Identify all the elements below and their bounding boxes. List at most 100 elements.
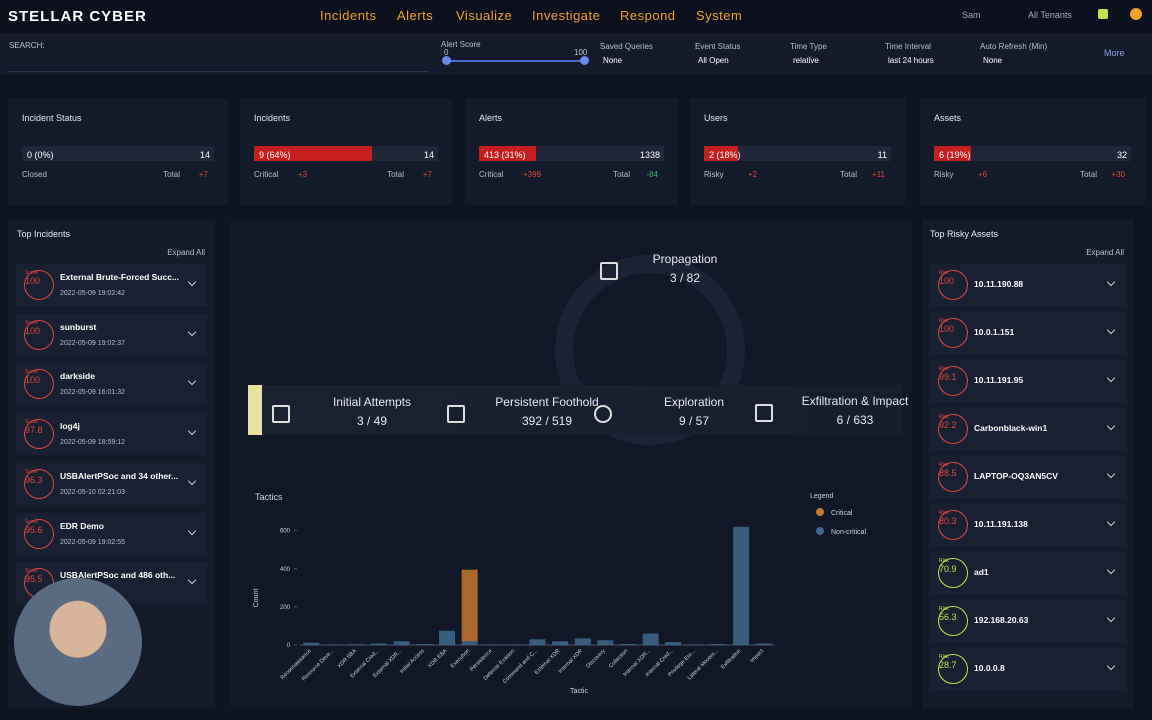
item-name: log4j [60, 421, 80, 432]
legend-label[interactable]: Non-critical [831, 529, 866, 536]
expand-chevron[interactable] [1106, 517, 1116, 527]
list-row[interactable]: 88.5 Risk LAPTOP-OQ3AN5CV [930, 456, 1126, 498]
top-assets-panel: Top Risky Assets Expand All 100 Risk 10.11… [922, 220, 1134, 708]
bar [619, 644, 636, 645]
total-value: 14 [423, 150, 434, 160]
bar [461, 569, 478, 642]
bar-fill [934, 146, 972, 161]
notify-icon[interactable] [1098, 9, 1108, 19]
stat-card: Users 2 (18%) 11 Risky +2 Total +11 [690, 98, 905, 205]
slider-handle[interactable] [580, 56, 589, 65]
nav-item[interactable]: Visualize [456, 8, 513, 23]
expand-chevron[interactable] [187, 426, 197, 436]
list-row[interactable]: 100 Score darkside 2022-05-09 16:01:32 [16, 363, 207, 406]
expand-chevron[interactable] [187, 277, 197, 287]
more-button[interactable]: More [1104, 48, 1125, 58]
select-value[interactable]: relative [793, 56, 819, 65]
search-input[interactable] [8, 53, 428, 72]
score-badge: 100 Risk [938, 270, 968, 300]
score-label: Score [25, 270, 39, 276]
score-badge: 80.3 Risk [938, 510, 968, 540]
expand-all[interactable]: Expand All [1086, 248, 1124, 257]
bar-track [704, 146, 891, 161]
legend-label[interactable]: Critical [831, 510, 853, 517]
nav-item[interactable]: Incidents [320, 8, 377, 23]
item-name: 192.168.20.63 [974, 615, 1029, 625]
slider-handle[interactable] [442, 56, 451, 65]
x-tick-label: XDR EBA [427, 648, 449, 670]
score-label: Score [25, 369, 39, 376]
slider-track[interactable] [446, 60, 586, 62]
score-value: 100 [25, 375, 41, 386]
list-row[interactable]: 80.3 Risk 10.11.191.138 [930, 504, 1126, 546]
expand-chevron[interactable] [1106, 277, 1116, 287]
nav-item[interactable]: System [696, 8, 743, 23]
nav-item[interactable]: Alerts [397, 8, 434, 23]
expand-chevron[interactable] [1106, 421, 1116, 431]
expand-chevron[interactable] [187, 575, 197, 585]
select-value[interactable]: None [983, 56, 1003, 65]
select-value[interactable]: last 24 hours [888, 56, 934, 65]
list-row[interactable]: 100 Risk 10.11.190.88 [930, 264, 1126, 306]
bar-fill [479, 146, 537, 161]
list-row[interactable]: 97.8 Score log4j 2022-05-09 18:59:12 [16, 413, 207, 456]
list-row[interactable]: 100 Risk 10.0.1.151 [930, 312, 1126, 354]
list-row[interactable]: 96.3 Score USBAlertPSoc and 34 other... 202… [16, 462, 207, 505]
user-menu[interactable]: Sam [962, 10, 981, 20]
nav-item[interactable]: Respond [620, 8, 676, 23]
bar [325, 644, 342, 645]
expand-chevron[interactable] [187, 377, 197, 386]
left-delta: +2 [748, 170, 758, 179]
score-value: 28.7 [939, 660, 957, 670]
legend-swatch[interactable] [816, 527, 824, 535]
score-badge: 99.1 Risk [938, 366, 968, 396]
expand-all[interactable]: Expand All [167, 248, 205, 257]
card-title: Incident Status [22, 113, 82, 123]
expand-chevron[interactable] [1106, 565, 1116, 575]
list-row[interactable]: 92.2 Risk Carbonblack-win1 [930, 408, 1126, 450]
expand-chevron[interactable] [1106, 469, 1116, 479]
total-label: Total [840, 170, 857, 179]
tenant-menu[interactable]: All Tenants [1028, 10, 1072, 20]
list-row[interactable]: 100 Score sunburst 2022-05-09 19:02:37 [16, 313, 207, 356]
score-value: 80.3 [939, 516, 957, 526]
stat-card: Incidents 9 (64%) 14 Critical +3 Total +7 [240, 98, 452, 205]
stage-name: Propagation [652, 252, 718, 266]
stage-icon [272, 405, 290, 423]
score-label: Risk [939, 366, 949, 372]
help-icon[interactable] [1130, 8, 1142, 20]
list-row[interactable]: 99.1 Risk 10.11.191.95 [930, 360, 1126, 402]
expand-chevron[interactable] [1106, 613, 1116, 623]
x-tick-label: Initial Access [399, 648, 426, 675]
select-label: Auto Refresh (Min) [980, 42, 1048, 51]
expand-chevron[interactable] [187, 526, 197, 535]
x-tick-label: Collection [608, 648, 629, 669]
expand-chevron[interactable] [1106, 661, 1116, 671]
select-value[interactable]: None [603, 56, 623, 65]
list-row[interactable]: 95.6 Score EDR Demo 2022-05-09 19:02:55 [16, 512, 207, 555]
expand-chevron[interactable] [187, 476, 197, 486]
card-title: Users [704, 113, 728, 123]
legend-swatch[interactable] [816, 508, 824, 516]
list-row[interactable]: 70.9 Risk ad1 [930, 552, 1126, 594]
score-label: Risk [939, 510, 949, 516]
select-value[interactable]: All Open [698, 56, 729, 65]
list-row[interactable]: 28.7 Risk 10.0.0.8 [930, 648, 1126, 690]
left-label: Critical [254, 170, 279, 179]
score-label: Risk [939, 318, 949, 324]
logo[interactable]: STELLAR CYBER [8, 8, 147, 25]
list-row[interactable]: 56.3 Risk 192.168.20.63 [930, 600, 1126, 642]
expand-chevron[interactable] [1106, 373, 1116, 383]
legend-title: Legend [810, 493, 833, 500]
nav-item[interactable]: Investigate [532, 8, 601, 23]
y-axis-label: Count [253, 589, 260, 608]
item-name: 10.11.191.95 [974, 375, 1024, 385]
expand-chevron[interactable] [1106, 325, 1116, 335]
score-label: Risk [939, 558, 949, 564]
expand-chevron[interactable] [187, 327, 197, 336]
list-row[interactable]: 100 Score External Brute-Forced Succ... 202… [16, 264, 207, 306]
search-label: SEARCH: [9, 41, 45, 50]
panel-title: Top Incidents [17, 229, 71, 239]
total-label: Total [163, 170, 180, 179]
score-label: Score [25, 419, 39, 426]
